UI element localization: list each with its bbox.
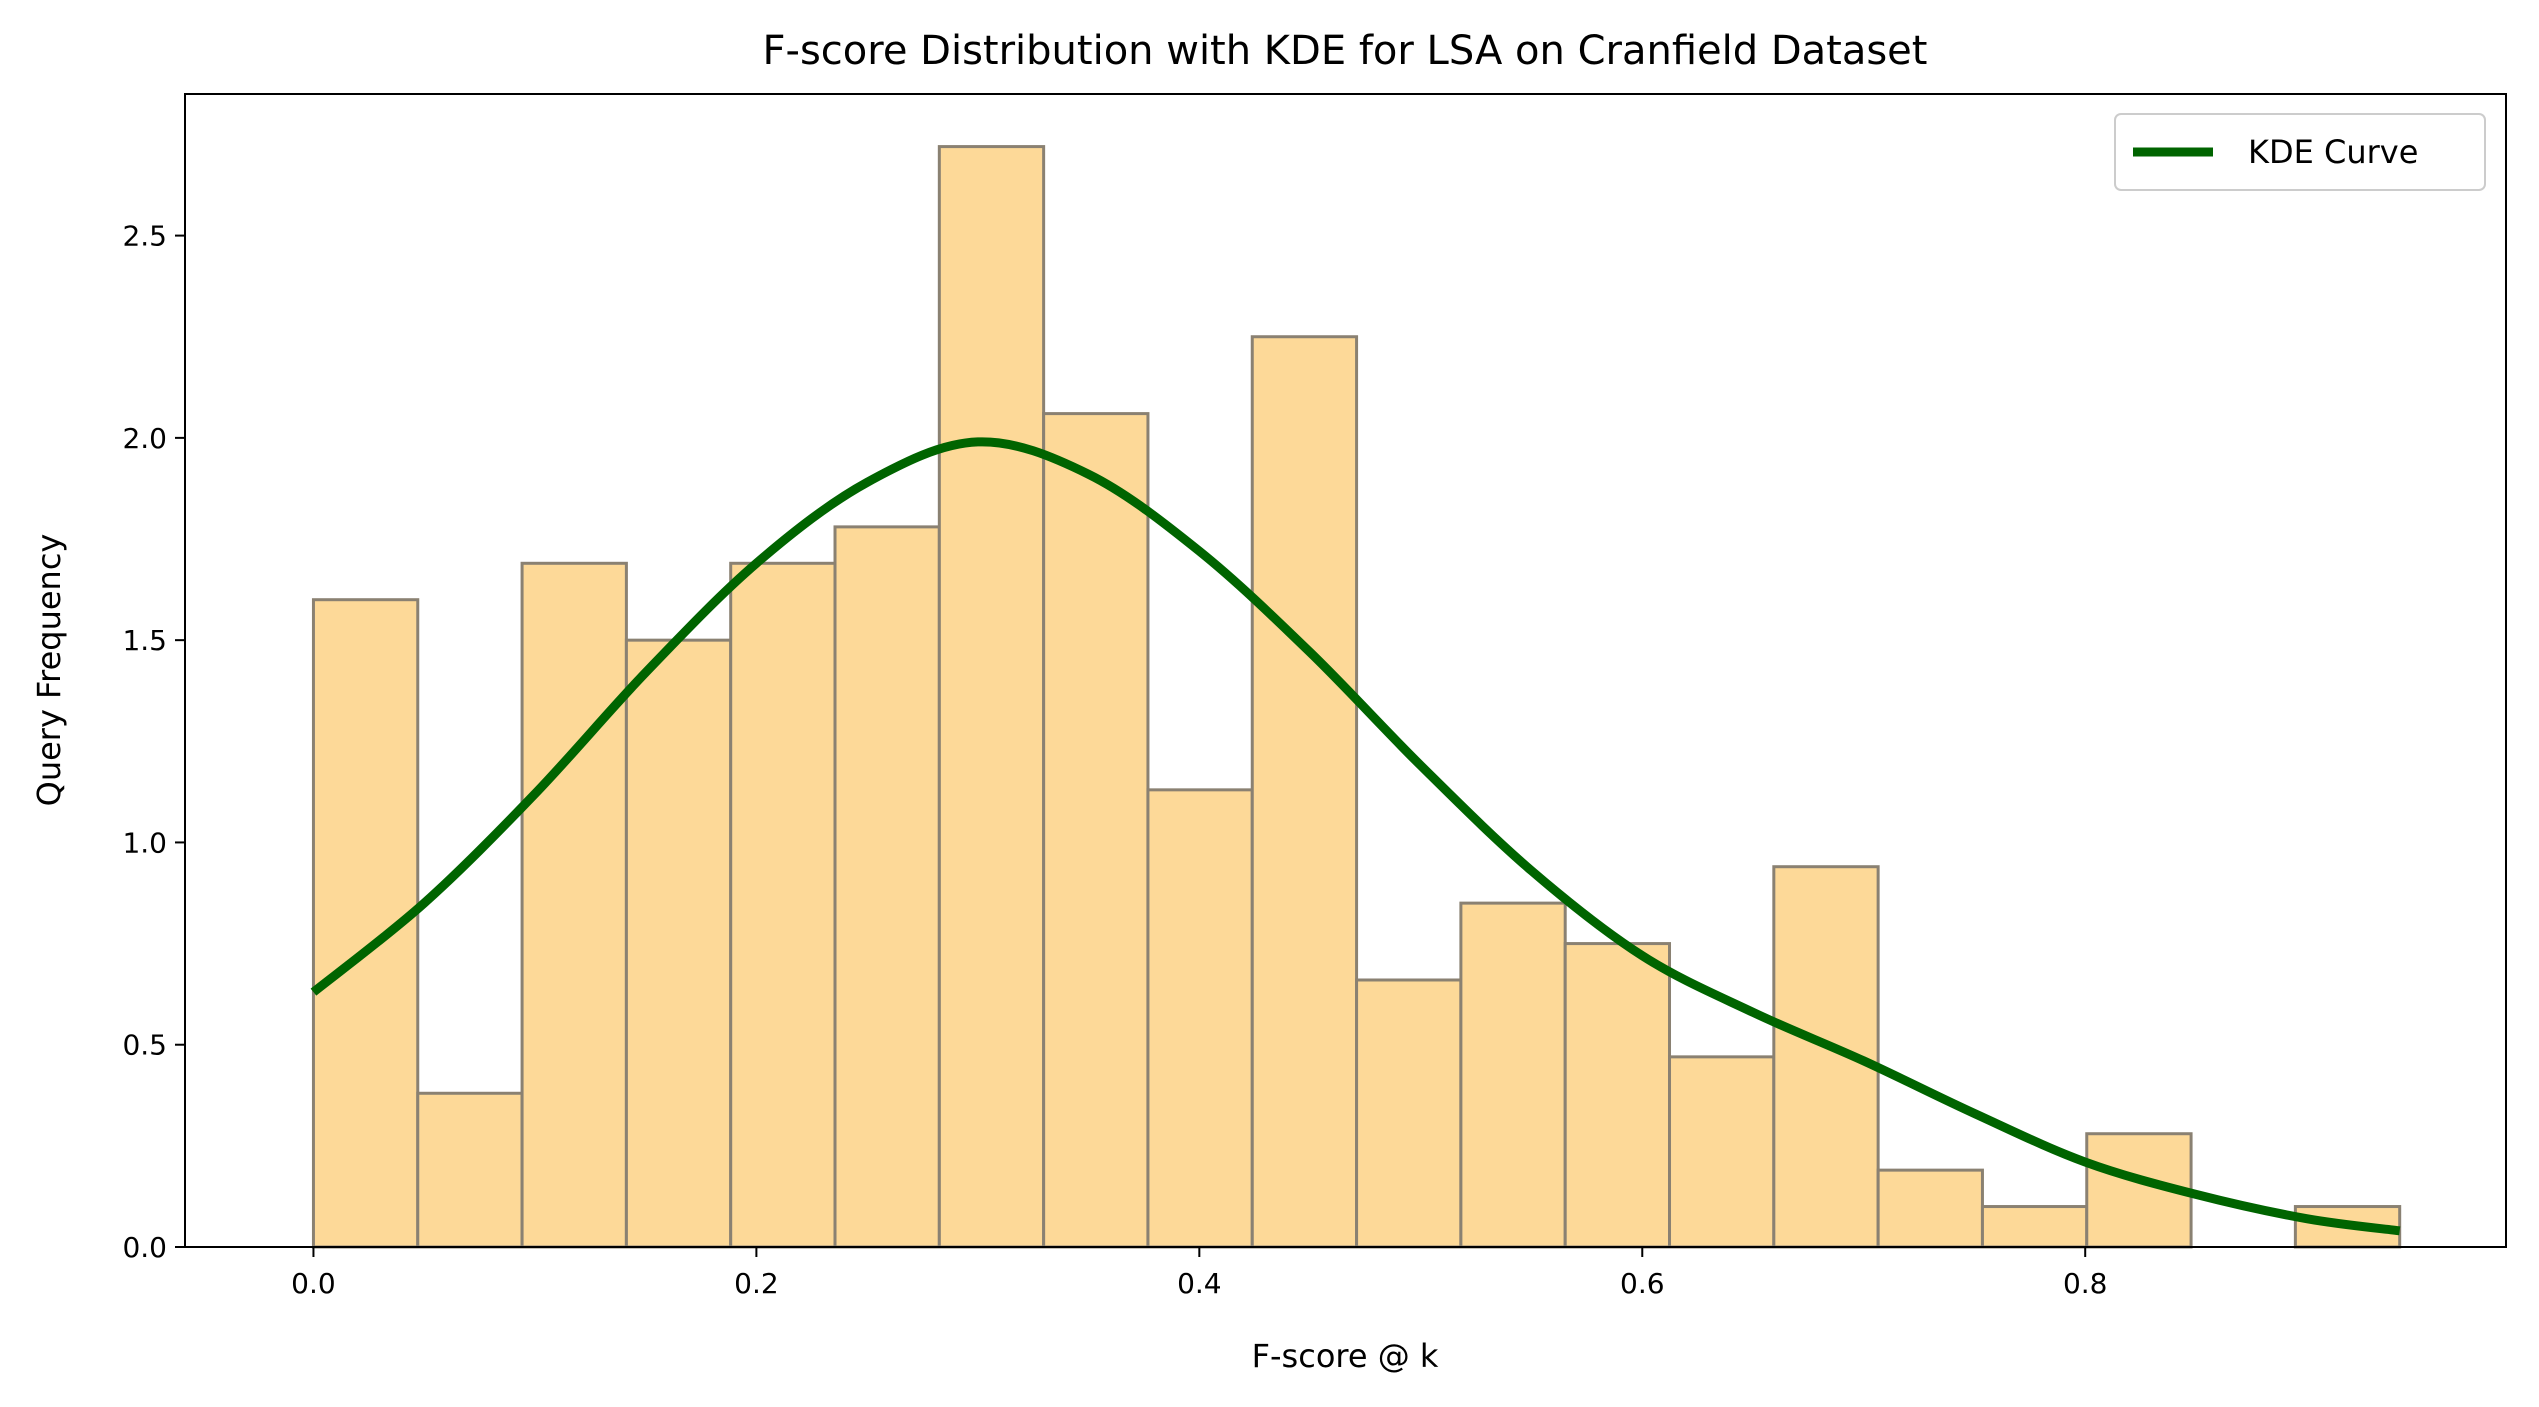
histogram-bar [1980, 1205, 2089, 1249]
legend-label-kde: KDE Curve [2248, 133, 2418, 171]
histogram-bar [520, 561, 628, 1249]
x-axis: 0.0 0.2 0.4 0.6 0.8 [291, 1247, 2107, 1300]
y-tick-label: 1.5 [122, 624, 167, 657]
histogram-bar [1876, 1168, 1984, 1249]
x-tick-label: 0.6 [1620, 1267, 1665, 1300]
histogram-bars [311, 145, 2402, 1249]
x-tick-label: 0.2 [734, 1267, 779, 1300]
legend: KDE Curve [2114, 113, 2486, 191]
histogram-bar [1146, 788, 1254, 1249]
histogram-bar [1668, 1055, 1776, 1249]
x-tick-label: 0.8 [2063, 1267, 2108, 1300]
legend-box [2114, 113, 2486, 191]
y-tick-label: 0.0 [122, 1231, 167, 1264]
histogram-bar [1459, 901, 1567, 1249]
y-tick-label: 0.5 [122, 1029, 167, 1062]
histogram-bar [833, 525, 941, 1249]
y-tick-label: 2.0 [122, 422, 167, 455]
y-axis: 0.0 0.5 1.0 1.5 2.0 2.5 [122, 220, 185, 1264]
histogram-bar [1563, 942, 1672, 1249]
kde-curve [310, 437, 2401, 1236]
plot-frame [184, 93, 2507, 1248]
x-axis-label: F-score @ k [1252, 1337, 1439, 1375]
histogram-bar [729, 561, 837, 1249]
histogram-bar [624, 638, 733, 1249]
x-tick-label: 0.4 [1177, 1267, 1222, 1300]
histogram-bar [1355, 978, 1463, 1249]
y-axis-label: Query Frequency [30, 534, 68, 807]
histogram-bar [1042, 412, 1150, 1249]
y-tick-label: 1.0 [122, 826, 167, 859]
histogram-bar [937, 145, 1046, 1249]
histogram-bar [1250, 335, 1359, 1249]
y-tick-label: 2.5 [122, 220, 167, 253]
x-tick-label: 0.0 [291, 1267, 336, 1300]
kde-layer [310, 437, 2401, 1236]
chart-title: F-score Distribution with KDE for LSA on… [763, 28, 1928, 74]
histogram-bar [416, 1091, 524, 1249]
